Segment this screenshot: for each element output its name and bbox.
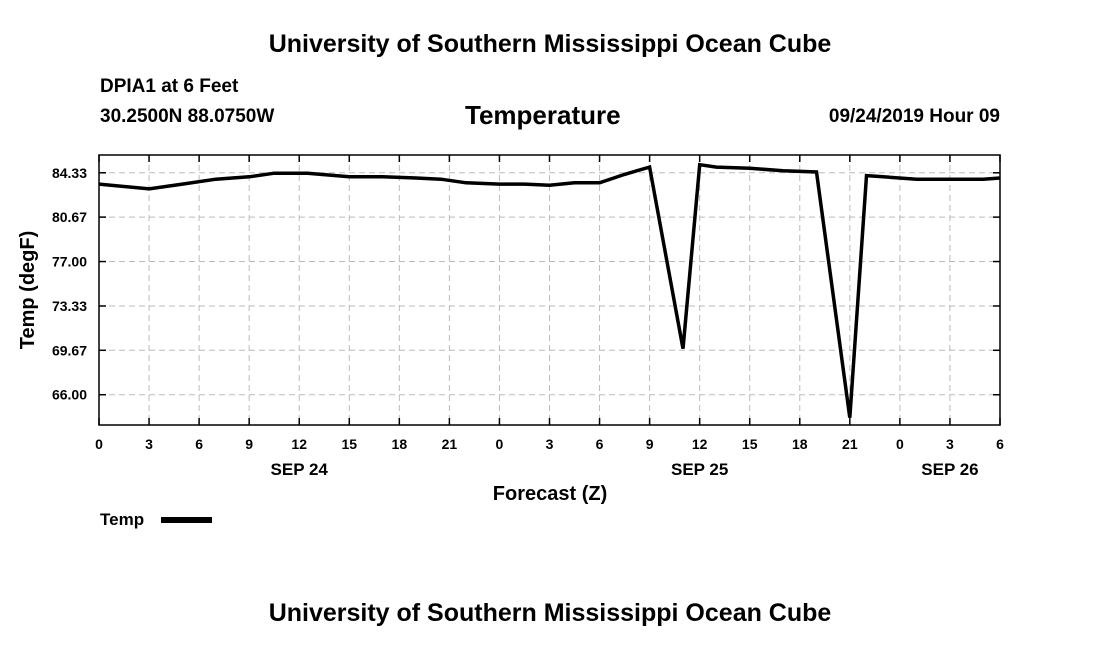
x-date-label: SEP 25 [671,460,728,479]
x-tick-label: 12 [692,436,708,452]
forecast-datetime: 09/24/2019 Hour 09 [828,106,1000,127]
x-tick-label: 0 [95,436,103,452]
y-tick-label: 77.00 [52,254,87,270]
x-tick-label: 21 [842,436,858,452]
x-tick-label: 18 [392,436,408,452]
y-tick-label: 66.00 [52,387,87,403]
y-tick-label: 84.33 [52,165,87,181]
chart-title: Temperature [465,100,621,130]
page-title: University of Southern Mississippi Ocean… [268,30,832,58]
x-tick-label: 6 [596,436,604,452]
x-tick-label: 0 [496,436,504,452]
x-tick-label: 9 [646,436,654,452]
x-tick-label: 3 [546,436,554,452]
x-tick-label: 6 [195,436,203,452]
x-date-label: SEP 26 [921,460,978,479]
x-tick-label: 12 [291,436,307,452]
x-tick-label: 0 [896,436,904,452]
footer-title: University of Southern Mississippi Ocean… [268,599,832,627]
x-date-label: SEP 24 [271,460,329,479]
x-axis-label: Forecast (Z) [493,483,607,505]
y-tick-label: 69.67 [52,342,87,358]
legend-label: Temp [100,510,144,529]
axis-ticks: 0 3 6 9 12 15 18 21 0 3 6 9 12 15 18 21 0 3 6 66.00 69.67 73.… [52,155,1004,479]
station-coordinates: 30.2500N 88.0750W [100,106,275,127]
station-label: DPIA1 at 6 Feet [100,76,239,97]
x-tick-label: 3 [946,436,954,452]
x-tick-label: 9 [245,436,253,452]
x-tick-label: 15 [341,436,357,452]
x-tick-label: 21 [442,436,458,452]
x-tick-label: 3 [145,436,153,452]
y-tick-label: 80.67 [52,209,87,225]
x-tick-label: 15 [742,436,758,452]
y-tick-label: 73.33 [52,298,87,314]
y-axis-label: Temp (degF) [17,231,39,350]
x-tick-label: 18 [792,436,808,452]
series-line-temp [98,162,1001,418]
x-tick-label: 6 [996,436,1004,452]
